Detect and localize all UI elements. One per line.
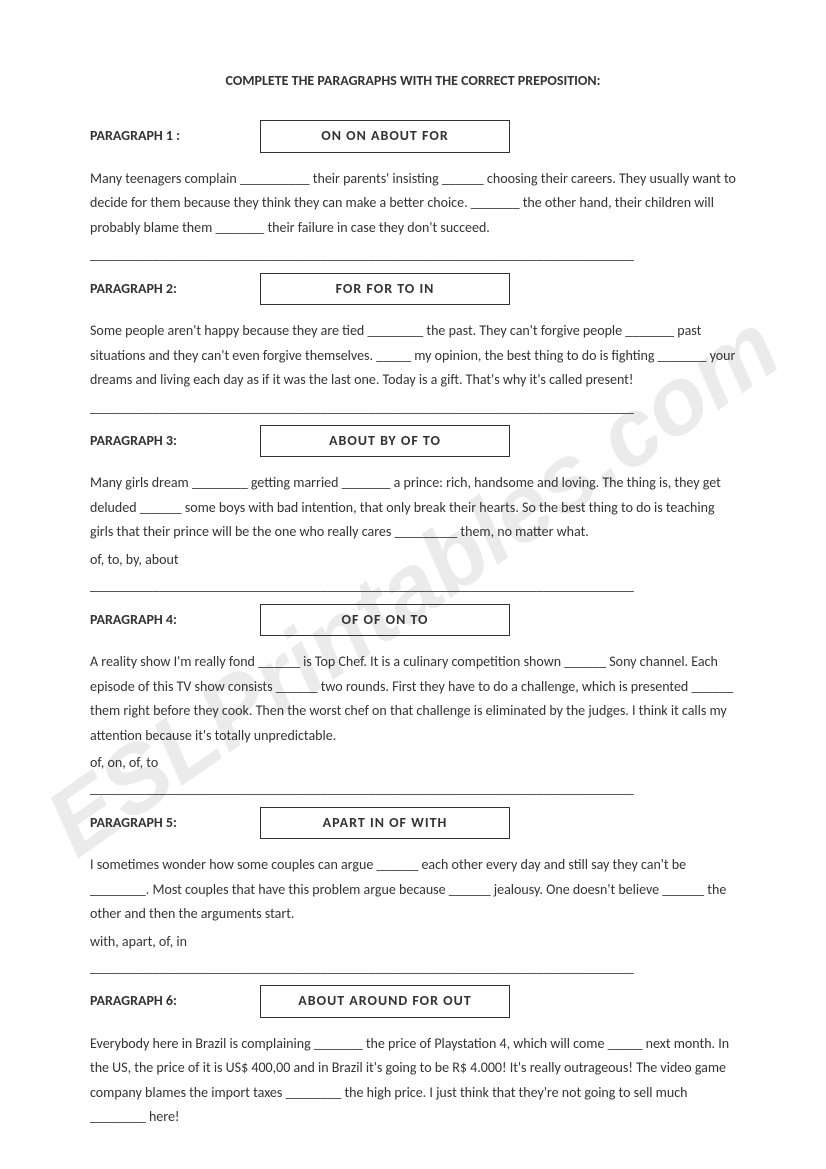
word-bank: ABOUT AROUND FOR OUT — [260, 985, 510, 1017]
paragraph-header-4: PARAGRAPH 4: OF OF ON TO — [90, 604, 736, 636]
word-bank: FOR FOR TO IN — [260, 273, 510, 305]
paragraph-body: Everybody here in Brazil is complaining … — [90, 1032, 736, 1130]
word-bank: ON ON ABOUT FOR — [260, 120, 510, 152]
page-title: COMPLETE THE PARAGRAPHS WITH THE CORRECT… — [90, 70, 736, 92]
paragraph-header-2: PARAGRAPH 2: FOR FOR TO IN — [90, 273, 736, 305]
word-bank: OF OF ON TO — [260, 604, 510, 636]
paragraph-label: PARAGRAPH 5: — [90, 812, 230, 834]
word-bank: APART IN OF WITH — [260, 807, 510, 839]
section-divider: ________________________________________… — [90, 778, 736, 800]
section-divider: ________________________________________… — [90, 397, 736, 419]
paragraph-body: Many teenagers complain __________ their… — [90, 167, 736, 241]
paragraph-answers: of, on, of, to — [90, 752, 736, 774]
paragraph-answers: with, apart, of, in — [90, 931, 736, 953]
paragraph-body: Some people aren't happy because they ar… — [90, 319, 736, 393]
paragraph-label: PARAGRAPH 3: — [90, 430, 230, 452]
paragraph-label: PARAGRAPH 1 : — [90, 125, 230, 147]
paragraph-header-6: PARAGRAPH 6: ABOUT AROUND FOR OUT — [90, 985, 736, 1017]
paragraph-header-5: PARAGRAPH 5: APART IN OF WITH — [90, 807, 736, 839]
paragraph-body: I sometimes wonder how some couples can … — [90, 853, 736, 927]
section-divider: ________________________________________… — [90, 575, 736, 597]
paragraph-header-3: PARAGRAPH 3: ABOUT BY OF TO — [90, 425, 736, 457]
section-divider: ________________________________________… — [90, 957, 736, 979]
worksheet-content: COMPLETE THE PARAGRAPHS WITH THE CORRECT… — [90, 70, 736, 1130]
section-divider: ________________________________________… — [90, 244, 736, 266]
word-bank: ABOUT BY OF TO — [260, 425, 510, 457]
paragraph-label: PARAGRAPH 6: — [90, 990, 230, 1012]
paragraph-label: PARAGRAPH 4: — [90, 609, 230, 631]
paragraph-answers: of, to, by, about — [90, 549, 736, 571]
paragraph-header-1: PARAGRAPH 1 : ON ON ABOUT FOR — [90, 120, 736, 152]
paragraph-body: A reality show I'm really fond ______ is… — [90, 650, 736, 748]
paragraph-body: Many girls dream ________ getting marrie… — [90, 471, 736, 545]
paragraph-label: PARAGRAPH 2: — [90, 278, 230, 300]
